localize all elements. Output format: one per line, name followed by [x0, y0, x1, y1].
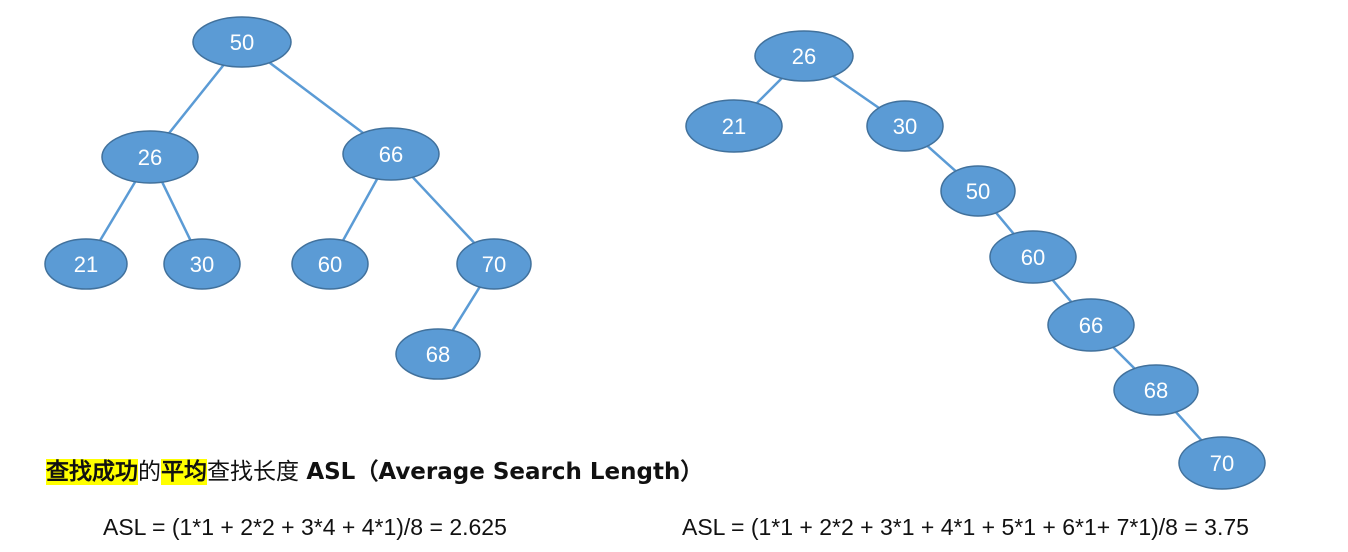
tree-node-30: 30 [866, 100, 944, 152]
node-ellipse [1178, 436, 1266, 490]
node-label: 26 [792, 44, 816, 69]
node-ellipse [685, 99, 783, 153]
heading-search-length: 查找长度 [207, 459, 307, 485]
node-label: 21 [722, 114, 746, 139]
node-label: 66 [379, 142, 403, 167]
skewed-bst: 26 21 30 50 60 66 68 70 [685, 30, 1266, 490]
tree-edge [168, 64, 225, 134]
tree-node-21: 21 [685, 99, 783, 153]
asl-heading: 查找成功的平均查找长度 ASL（Average Search Length） [46, 452, 703, 486]
node-label: 26 [138, 145, 162, 170]
tree-edge [832, 75, 880, 109]
tree-node-60: 60 [989, 230, 1077, 284]
node-label: 70 [1210, 451, 1234, 476]
tree-node-70: 70 [1178, 436, 1266, 490]
node-label: 30 [893, 114, 917, 139]
tree-edge [926, 145, 957, 173]
tree-node-26: 26 [101, 130, 199, 184]
tree-node-68: 68 [395, 328, 481, 380]
tree-edge [268, 61, 364, 134]
node-ellipse [940, 165, 1016, 217]
asl-formula-balanced: ASL = (1*1 + 2*2 + 3*4 + 4*1)/8 = 2.625 [103, 514, 507, 540]
node-ellipse [456, 238, 532, 290]
tree-edge [411, 176, 476, 244]
node-label: 60 [1021, 245, 1045, 270]
tree-edge [995, 211, 1015, 235]
tree-edge [755, 77, 783, 105]
node-ellipse [754, 30, 854, 82]
node-label: 70 [482, 252, 506, 277]
heading-average: 平均 [161, 459, 207, 485]
tree-node-50: 50 [940, 165, 1016, 217]
node-ellipse [866, 100, 944, 152]
node-label: 50 [966, 179, 990, 204]
tree-node-26: 26 [754, 30, 854, 82]
heading-asl-term: ASL（Average Search Length） [306, 459, 704, 485]
node-label: 68 [426, 342, 450, 367]
node-label: 21 [74, 252, 98, 277]
tree-node-60: 60 [291, 238, 369, 290]
tree-node-66: 66 [342, 127, 440, 181]
node-ellipse [1113, 364, 1199, 416]
node-ellipse [1047, 298, 1135, 352]
tree-edge [98, 181, 137, 242]
node-label: 50 [230, 30, 254, 55]
node-ellipse [44, 238, 128, 290]
tree-node-21: 21 [44, 238, 128, 290]
node-label: 60 [318, 252, 342, 277]
node-ellipse [101, 130, 199, 184]
tree-node-70: 70 [456, 238, 532, 290]
tree-edge [161, 181, 192, 241]
node-ellipse [342, 127, 440, 181]
balanced-bst: 50 26 66 21 30 60 70 68 [44, 16, 532, 380]
node-ellipse [395, 328, 481, 380]
tree-edge [451, 286, 481, 332]
heading-success-search: 查找成功 [46, 459, 138, 485]
tree-edge [1051, 279, 1073, 303]
node-label: 30 [190, 252, 214, 277]
node-ellipse [163, 238, 241, 290]
tree-node-66: 66 [1047, 298, 1135, 352]
tree-edge [341, 178, 379, 242]
tree-node-50: 50 [192, 16, 292, 68]
tree-edge [1174, 411, 1203, 442]
node-label: 68 [1144, 378, 1168, 403]
node-ellipse [291, 238, 369, 290]
node-ellipse [192, 16, 292, 68]
tree-edge [1112, 346, 1136, 370]
asl-formula-skewed: ASL = (1*1 + 2*2 + 3*1 + 4*1 + 5*1 + 6*1… [682, 514, 1249, 540]
heading-of: 的 [138, 459, 161, 485]
tree-node-30: 30 [163, 238, 241, 290]
node-ellipse [989, 230, 1077, 284]
node-label: 66 [1079, 313, 1103, 338]
tree-node-68: 68 [1113, 364, 1199, 416]
